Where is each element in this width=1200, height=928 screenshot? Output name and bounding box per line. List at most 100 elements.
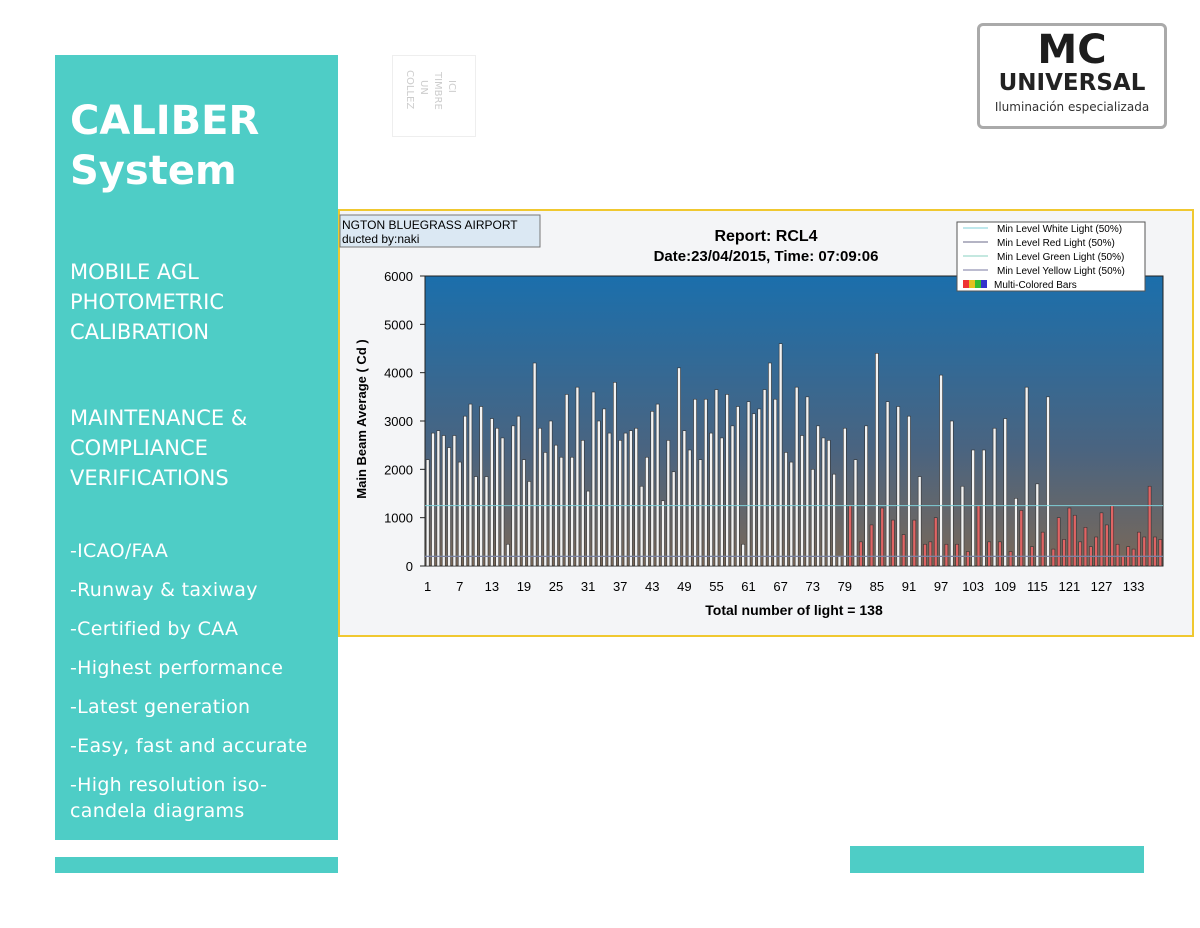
bar [575,386,580,567]
stamp-text: UN [418,80,429,95]
bar [1014,498,1018,567]
bar [671,471,676,567]
bar [495,427,499,567]
bar [457,461,462,567]
bar [923,543,927,567]
bar [1137,531,1141,567]
bar [538,427,542,567]
x-tick-label: 1 [424,579,431,594]
bar [784,452,788,567]
bar [752,413,756,567]
bar [522,459,526,567]
bar [794,386,799,567]
chart-title: Report: RCL4 [714,228,817,245]
y-tick-label: 4000 [384,366,413,381]
x-tick-label: 115 [1027,579,1048,594]
x-tick-label: 127 [1091,579,1113,594]
bar [559,456,564,567]
x-tick-label: 121 [1059,579,1081,594]
bar [928,541,933,567]
bar [490,418,494,567]
bar [1094,536,1098,567]
bar [1110,505,1114,567]
y-tick-label: 1000 [384,511,413,526]
item: -Highest performance [70,657,284,679]
legend [956,221,1146,292]
y-tick-label: 6000 [384,269,413,284]
bar [773,398,778,567]
y-tick-label: 5000 [384,317,413,332]
bar [500,437,505,567]
x-tick-label: 67 [773,579,787,594]
bar [698,459,703,567]
bar [1153,536,1157,567]
bar [1019,510,1024,567]
bar [570,456,574,567]
x-tick-label: 103 [962,579,984,594]
bar [917,476,922,567]
x-tick-label: 49 [677,579,691,594]
bar [821,437,826,567]
bar [479,406,483,567]
bar [896,406,901,567]
x-tick-label: 73 [805,579,819,594]
bar [720,437,724,567]
bar [1099,512,1104,567]
bar [880,507,885,567]
y-tick-label: 0 [406,559,413,574]
bar [516,415,521,567]
bar [634,427,639,567]
bar [864,425,868,567]
item: -High resolution iso- [70,774,268,796]
bar [687,449,692,567]
legend-label: Min Level Green Light (50%) [997,252,1124,263]
x-tick-label: 31 [581,579,595,594]
bar [532,362,537,567]
item: -ICAO/FAA [70,540,169,562]
bar [853,459,858,567]
item: -Latest generation [70,696,251,718]
bar [607,432,612,567]
section: VERIFICATIONS [70,466,229,490]
legend-swatch [981,280,987,288]
bar [1072,514,1077,567]
section: MAINTENANCE & [70,406,248,430]
bar [955,543,959,567]
bar [602,408,606,567]
bar [463,415,467,567]
bar [425,459,430,567]
stamp-text: ICI [446,80,457,93]
section: CALIBRATION [70,320,210,344]
bar [623,432,628,567]
bar [511,425,516,567]
bar [800,435,804,567]
bar [452,435,457,567]
item: candela diagrams [70,800,245,822]
bar [869,524,874,567]
bar [741,543,745,567]
bar [629,430,633,567]
bar [778,343,783,567]
bar [966,551,970,567]
bar [613,382,617,567]
bar [875,353,879,567]
bar [436,430,441,567]
x-tick-label: 79 [838,579,852,594]
bar [1142,536,1147,567]
bar [661,500,665,567]
legend-label: Min Level White Light (50%) [997,224,1122,235]
chart-subtitle: Date:23/04/2015, Time: 07:09:06 [654,248,879,265]
bar [1003,418,1008,567]
stamp-box: COLLEZ UN TIMBRE ICI [392,55,476,137]
bar [998,541,1002,567]
bar [885,401,890,567]
x-tick-label: 43 [645,579,659,594]
bar [1121,556,1125,567]
bar [826,440,831,567]
bar [543,452,548,567]
plot-area [424,275,1164,567]
x-tick-label: 91 [902,579,916,594]
bar [564,394,569,567]
x-tick-label: 13 [485,579,499,594]
stamp-text: COLLEZ [404,70,415,110]
